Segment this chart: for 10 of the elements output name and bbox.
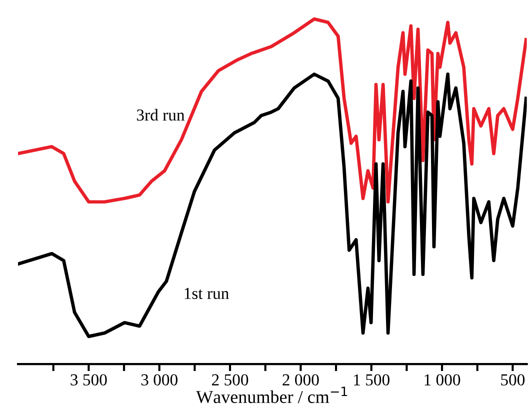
x-tick-label: 500 [501,374,525,386]
series-label: 3rd run [136,108,185,121]
series-label: 1st run [184,288,229,300]
x-tick-label: 3 500 [70,374,107,386]
x-tick-label: 1 000 [424,374,460,386]
x-tick-label: 1 500 [354,374,390,386]
x-axis-title: Wavenumber / cm$^{−1}$ [196,386,348,404]
x-tick-label: 3 000 [141,374,178,386]
x-tick-label: 2 000 [282,374,319,386]
x-tick-label: 2 500 [212,374,248,386]
